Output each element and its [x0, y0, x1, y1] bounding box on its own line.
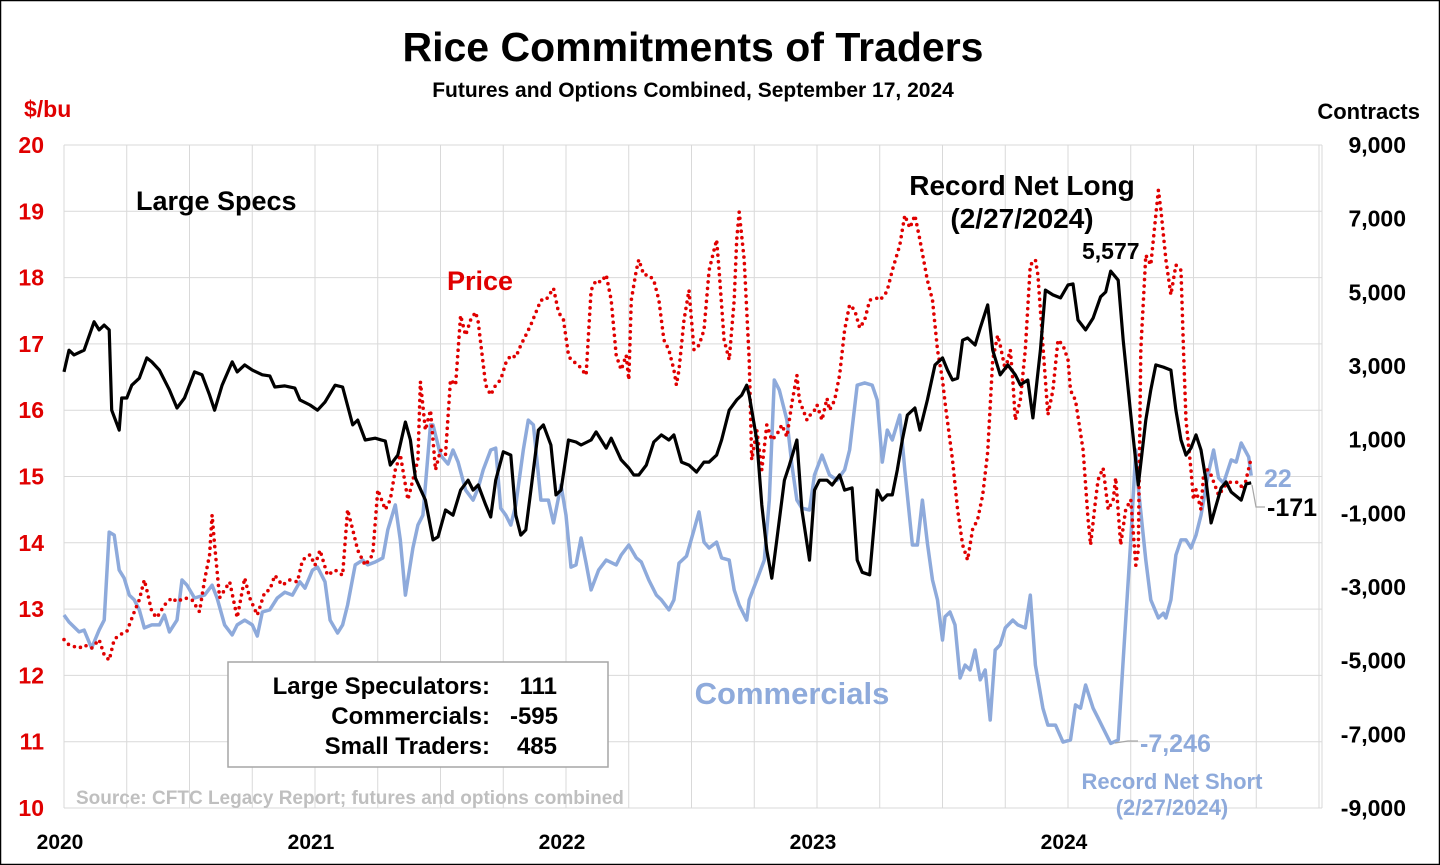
right-tick-label: 1,000 — [1348, 427, 1406, 453]
large-specs-label: Large Specs — [136, 186, 297, 216]
right-tick-label: -1,000 — [1341, 500, 1406, 526]
large-specs-latest-value: -171 — [1267, 494, 1317, 522]
right-tick-label: 3,000 — [1348, 353, 1406, 379]
commercials-line — [62, 378, 1253, 746]
x-tick-label: 2021 — [288, 831, 335, 854]
record-long-date: (2/27/2024) — [950, 203, 1093, 234]
legend-value-small-traders: 485 — [517, 733, 557, 760]
left-tick-label: 18 — [18, 265, 44, 291]
chart-subtitle: Futures and Options Combined, September … — [432, 79, 954, 102]
right-tick-label: -7,000 — [1341, 721, 1406, 747]
legend-box-frame — [227, 661, 609, 768]
x-tick-label: 2024 — [1041, 831, 1088, 854]
series-lines — [62, 188, 1253, 746]
left-tick-label: 19 — [18, 198, 44, 224]
axis-ticks: 10 11 12 13 14 15 16 17 18 19 20 -9,000 -7,000 -5,000… — [18, 132, 1406, 854]
chart-title: Rice Commitments of Traders — [403, 24, 984, 70]
price-label: Price — [447, 266, 513, 296]
right-axis-label: Contracts — [1317, 99, 1420, 124]
right-tick-label: -9,000 — [1341, 795, 1406, 821]
record-short-leader-line — [1114, 740, 1138, 744]
left-tick-label: 17 — [18, 331, 44, 357]
gridlines — [63, 144, 1322, 809]
left-tick-label: 12 — [18, 662, 44, 688]
legend-label-commercials: Commercials: — [331, 703, 490, 730]
left-tick-label: 10 — [18, 795, 44, 821]
left-tick-label: 16 — [18, 397, 44, 423]
legend-value-large-speculators: 111 — [520, 673, 557, 700]
right-tick-label: 7,000 — [1348, 206, 1406, 232]
left-tick-label: 13 — [18, 596, 44, 622]
left-tick-label: 11 — [20, 729, 45, 755]
record-short-title: Record Net Short — [1082, 769, 1264, 794]
record-long-title: Record Net Long — [909, 170, 1135, 201]
record-short-date: (2/27/2024) — [1116, 795, 1229, 820]
x-tick-label: 2020 — [37, 831, 84, 854]
left-tick-label: 15 — [18, 464, 44, 490]
legend-label-large-speculators: Large Speculators: — [273, 673, 490, 700]
right-tick-label: 5,000 — [1348, 279, 1406, 305]
commercials-latest-value: 22 — [1264, 465, 1292, 493]
legend-value-commercials: -595 — [510, 703, 558, 730]
right-tick-label: -3,000 — [1341, 574, 1406, 600]
commercials-label: Commercials — [695, 676, 890, 711]
left-tick-label: 20 — [18, 132, 44, 158]
right-tick-label: -5,000 — [1341, 648, 1406, 674]
x-tick-label: 2022 — [539, 831, 586, 854]
source-note: Source: CFTC Legacy Report; futures and … — [76, 788, 624, 809]
right-tick-label: 9,000 — [1348, 132, 1406, 158]
large-specs-latest-leader-line — [1251, 484, 1265, 508]
left-tick-label: 14 — [18, 530, 44, 556]
record-long-value: 5,577 — [1082, 238, 1140, 264]
record-short-value: -7,246 — [1140, 730, 1211, 758]
left-axis-label: $/bu — [24, 96, 71, 122]
positions-legend-box: Large Speculators: 111 Commercials: -595… — [227, 661, 609, 768]
x-tick-label: 2023 — [790, 831, 837, 854]
legend-label-small-traders: Small Traders: — [325, 733, 490, 760]
price-line — [62, 188, 1253, 662]
large-specs-line — [62, 269, 1252, 580]
